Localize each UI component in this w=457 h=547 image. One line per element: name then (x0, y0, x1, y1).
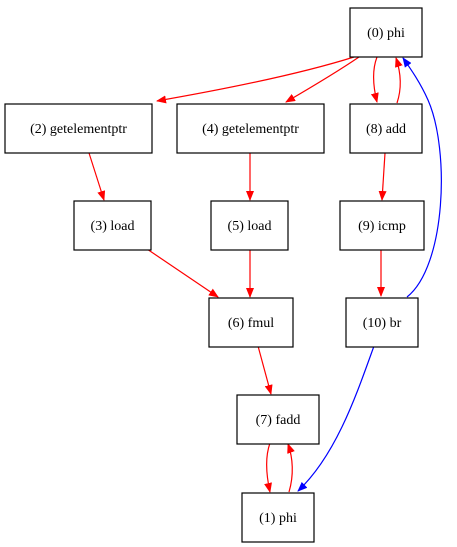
node-3-label: (3) load (91, 219, 135, 234)
node-8-label: (8) add (366, 122, 406, 137)
edge-0-to-2 (156, 56, 355, 104)
node-0-label: (0) phi (367, 26, 405, 41)
edge-10-to-0 (402, 57, 442, 298)
edge-6-to-7 (257, 345, 273, 395)
node-10-label: (10) br (363, 316, 402, 331)
edge-1-to-7 (287, 443, 295, 493)
node-8-add: (8) add (349, 103, 423, 154)
node-9-icmp: (9) icmp (339, 200, 425, 251)
edge-0-to-8 (370, 56, 379, 103)
node-3-load: (3) load (73, 200, 152, 251)
node-5-load: (5) load (210, 200, 289, 251)
edge-8-to-9 (378, 152, 387, 201)
node-7-fadd: (7) fadd (236, 394, 320, 445)
node-5-label: (5) load (228, 219, 272, 234)
edge-10-to-1 (297, 345, 375, 492)
edge-3-to-6 (146, 248, 219, 298)
node-1-label: (1) phi (259, 511, 297, 526)
node-4-getelementptr: (4) getelementptr (176, 103, 325, 154)
node-4-label: (4) getelementptr (202, 122, 299, 137)
node-9-label: (9) icmp (358, 219, 406, 234)
edge-2-to-3 (88, 152, 106, 201)
node-2-label: (2) getelementptr (30, 122, 127, 137)
node-6-fmul: (6) fmul (208, 297, 294, 348)
node-7-label: (7) fadd (256, 413, 301, 428)
node-0-phi: (0) phi (349, 7, 423, 58)
node-2-getelementptr: (2) getelementptr (4, 103, 153, 154)
edge-7-to-1 (264, 442, 272, 493)
node-1-phi: (1) phi (241, 492, 315, 543)
edge-8-to-0 (395, 57, 403, 104)
node-10-br: (10) br (345, 297, 419, 348)
edge-0-to-4 (285, 56, 360, 103)
node-6-label: (6) fmul (228, 316, 274, 331)
